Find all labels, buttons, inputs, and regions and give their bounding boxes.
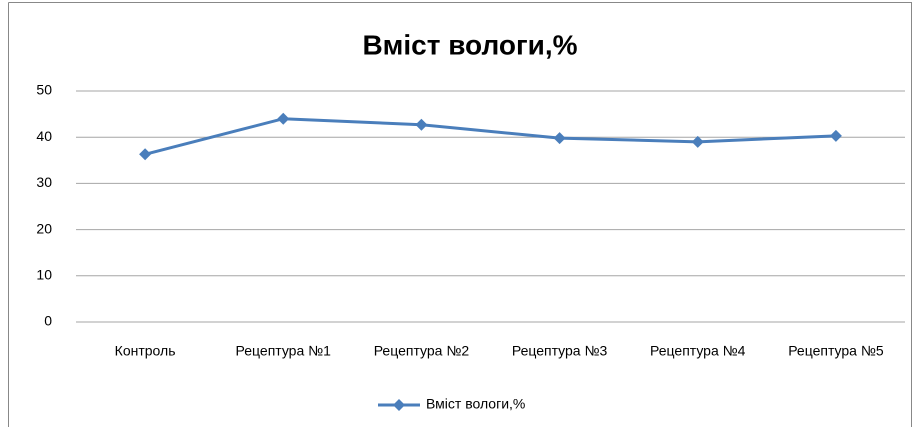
marker — [553, 132, 566, 145]
marker — [415, 118, 428, 131]
x-tick-label: Рецептура №5 — [788, 343, 884, 359]
marker — [277, 112, 290, 125]
marker — [691, 135, 704, 148]
x-tick-label: Рецептура №3 — [512, 343, 608, 359]
x-tick-label: Рецептура №2 — [374, 343, 470, 359]
chart-border — [8, 2, 912, 427]
marker — [139, 148, 152, 161]
marker — [829, 129, 842, 142]
series-line — [144, 117, 836, 156]
legend-marker — [393, 399, 405, 411]
y-tick-label: 0 — [44, 313, 52, 329]
y-tick-label: 50 — [36, 82, 52, 98]
x-tick-label: Рецептура №4 — [650, 343, 746, 359]
x-tick-label: Рецептура №1 — [236, 343, 332, 359]
y-tick-label: 20 — [36, 220, 52, 236]
chart-title: Вміст вологи,% — [362, 29, 577, 60]
y-tick-label: 40 — [36, 128, 52, 144]
x-tick-label: Контроль — [115, 343, 176, 359]
y-tick-label: 10 — [36, 267, 52, 283]
y-tick-label: 30 — [36, 174, 52, 190]
legend-label: Вміст вологи,% — [426, 396, 525, 412]
